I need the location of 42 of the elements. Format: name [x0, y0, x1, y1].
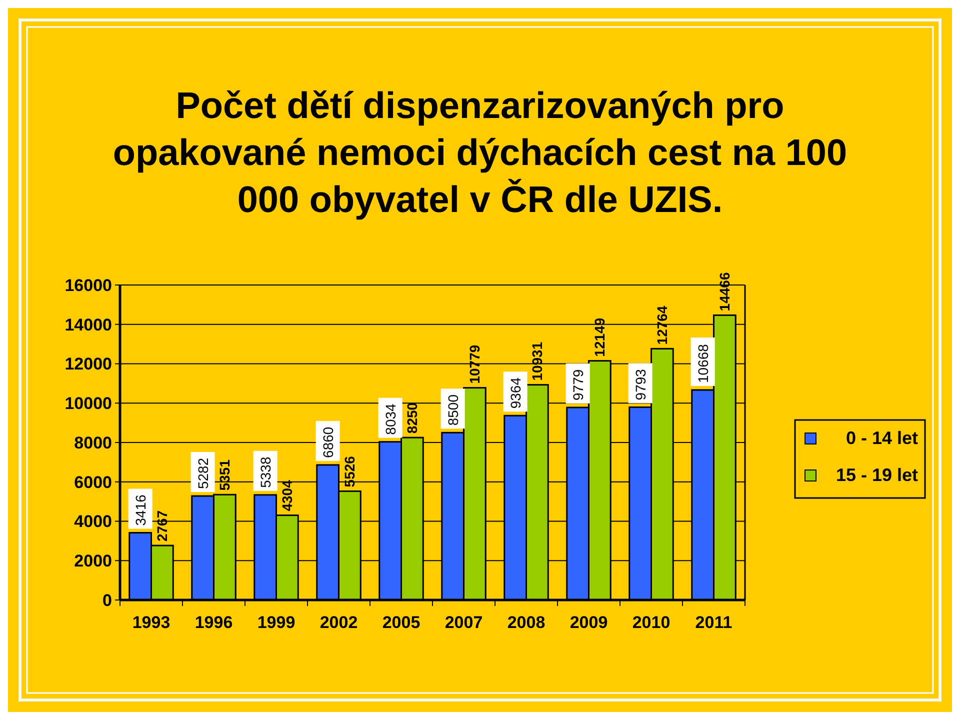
y-tick-label: 12000 [64, 354, 112, 374]
data-label: 4304 [279, 480, 296, 512]
y-tick-label: 16000 [64, 276, 112, 295]
x-tick-label: 2008 [507, 613, 546, 632]
data-label: 8034 [382, 403, 398, 435]
data-label: 2767 [154, 510, 170, 542]
data-label: 8500 [444, 394, 461, 426]
legend-label: 15 - 19 let [836, 465, 918, 485]
x-tick-label: 2011 [695, 613, 732, 632]
y-tick-label: 8000 [74, 433, 112, 452]
y-tick-label: 0 [102, 590, 112, 610]
data-label: 12764 [654, 306, 670, 345]
legend-label: 0 - 14 let [846, 428, 918, 448]
x-tick-label: 2009 [570, 613, 608, 632]
y-tick-label: 4000 [74, 512, 112, 532]
y-tick-label: 10000 [64, 394, 112, 414]
data-label: 6860 [320, 426, 336, 458]
data-label: 3416 [132, 494, 148, 526]
y-tick-label: 2000 [74, 552, 112, 571]
data-label: 12149 [592, 318, 608, 357]
data-label: 9779 [570, 369, 586, 400]
data-label: 10779 [466, 344, 483, 384]
data-label: 5282 [194, 458, 211, 490]
data-label: 5351 [216, 459, 233, 491]
data-label: 5526 [342, 456, 358, 488]
y-tick-label: 14000 [64, 315, 112, 334]
chart-title: Počet dětí dispenzarizovaných pro opakované nemoci dýchacích cest na 100 000 obyvatel v ČR dle UZIS. [112, 85, 848, 220]
data-label: 5338 [257, 456, 274, 488]
data-label: 10931 [529, 342, 546, 381]
x-tick-label: 2007 [444, 613, 483, 632]
x-tick-label: 1993 [132, 613, 170, 632]
data-label: 9364 [507, 377, 524, 409]
data-label: 10668 [694, 344, 711, 383]
x-tick-label: 2010 [632, 613, 670, 632]
x-tick-label: 1999 [257, 613, 296, 632]
x-tick-label: 1996 [194, 613, 233, 632]
y-tick-label: 6000 [74, 472, 112, 492]
data-label: 9793 [632, 368, 648, 400]
x-tick-label: 2005 [382, 613, 420, 632]
data-label: 8250 [404, 402, 420, 434]
data-label: 14466 [716, 272, 733, 312]
x-tick-label: 2002 [320, 613, 358, 632]
